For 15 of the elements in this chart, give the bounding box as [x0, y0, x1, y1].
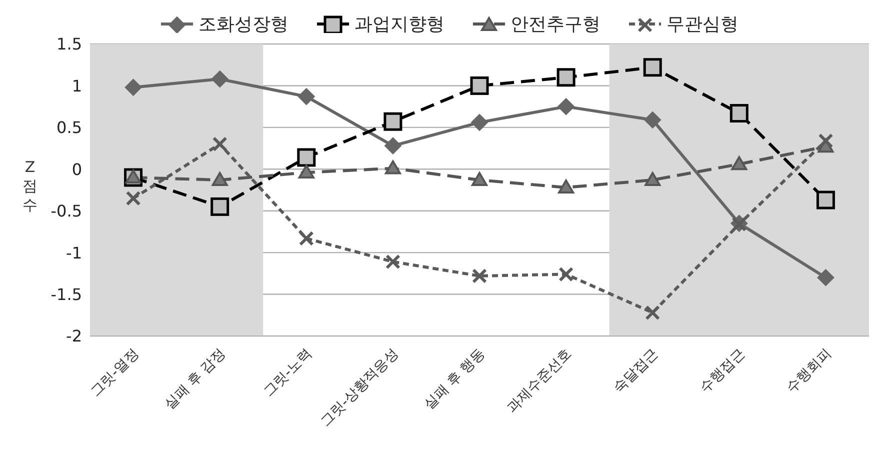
y-tick-label: 1 — [72, 76, 82, 96]
x-tick-label: 실패 후 행동 — [421, 346, 488, 413]
y-tick-label: -0.5 — [50, 202, 82, 221]
y-tick-label: 0.5 — [56, 118, 82, 138]
y-tick-label: -1.5 — [50, 284, 82, 304]
y-tick-label: -1 — [66, 243, 82, 262]
x-tick-label: 실패 후 감정 — [162, 346, 229, 413]
y-tick-label: -2 — [66, 326, 82, 346]
legend-label: 무관심형 — [666, 13, 738, 36]
legend-label: 안전추구형 — [510, 13, 600, 36]
y-tick-label: 1.5 — [56, 34, 82, 54]
legend-label: 조화성장형 — [198, 13, 288, 36]
y-tick-label: 0 — [72, 160, 82, 179]
y-axis-title: Z 점수 — [22, 158, 38, 214]
legend-label: 과업지향형 — [354, 13, 444, 36]
